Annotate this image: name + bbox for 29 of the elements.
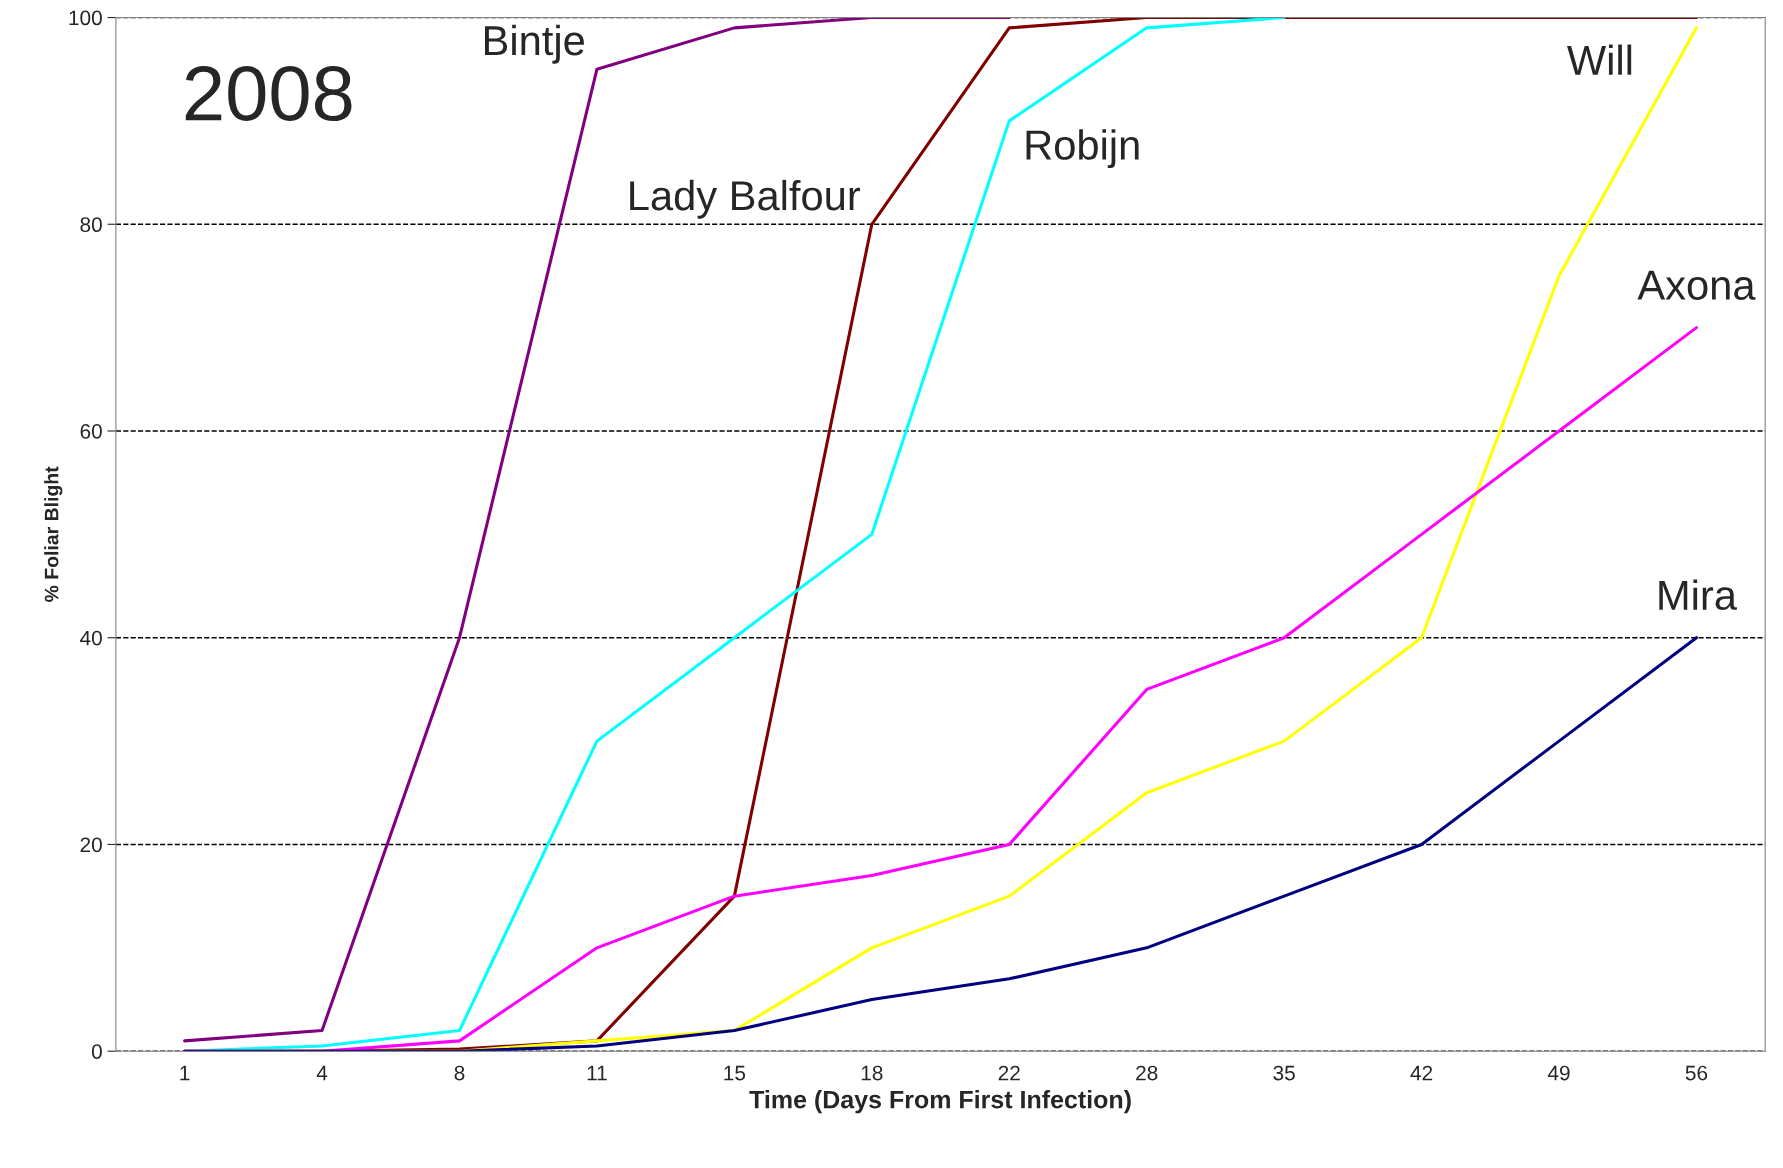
series-label: Lady Balfour xyxy=(630,179,861,219)
series-label: Axona xyxy=(1637,270,1756,300)
y-tick-label: 80 xyxy=(80,217,102,233)
series-label: Will xyxy=(1567,44,1632,75)
line-series xyxy=(183,636,1698,1052)
x-tick-label: 56 xyxy=(1685,1065,1708,1081)
y-tick-label: 40 xyxy=(80,630,102,646)
x-tick-label: 42 xyxy=(1410,1065,1433,1081)
y-tick-label: 100 xyxy=(69,10,102,26)
y-tick-label: 0 xyxy=(91,1044,102,1059)
x-tick-label: 11 xyxy=(587,1065,607,1081)
x-axis-title: Time (Days From First Infection) xyxy=(749,1090,1131,1114)
series-label: Mira xyxy=(1659,579,1737,611)
x-tick-label: 35 xyxy=(1273,1065,1295,1081)
x-tick-label: 8 xyxy=(454,1065,465,1081)
x-tick-label: 49 xyxy=(1547,1065,1570,1081)
annotation: 2008 xyxy=(185,66,352,122)
y-axis-title: % Foliar Blight xyxy=(44,466,63,602)
y-tick-label: 20 xyxy=(80,837,102,853)
y-tick-label: 60 xyxy=(80,423,102,439)
x-tick-label: 1 xyxy=(180,1065,190,1081)
x-tick-label: 18 xyxy=(861,1065,883,1081)
x-tick-label: 28 xyxy=(1136,1065,1158,1081)
line-series xyxy=(183,17,1011,1043)
series-label: Robijn xyxy=(1026,129,1139,169)
x-tick-label: 22 xyxy=(998,1065,1020,1081)
series-label: Bintje xyxy=(485,24,584,64)
x-tick-label: 15 xyxy=(724,1065,746,1081)
x-tick-label: 4 xyxy=(316,1065,328,1081)
